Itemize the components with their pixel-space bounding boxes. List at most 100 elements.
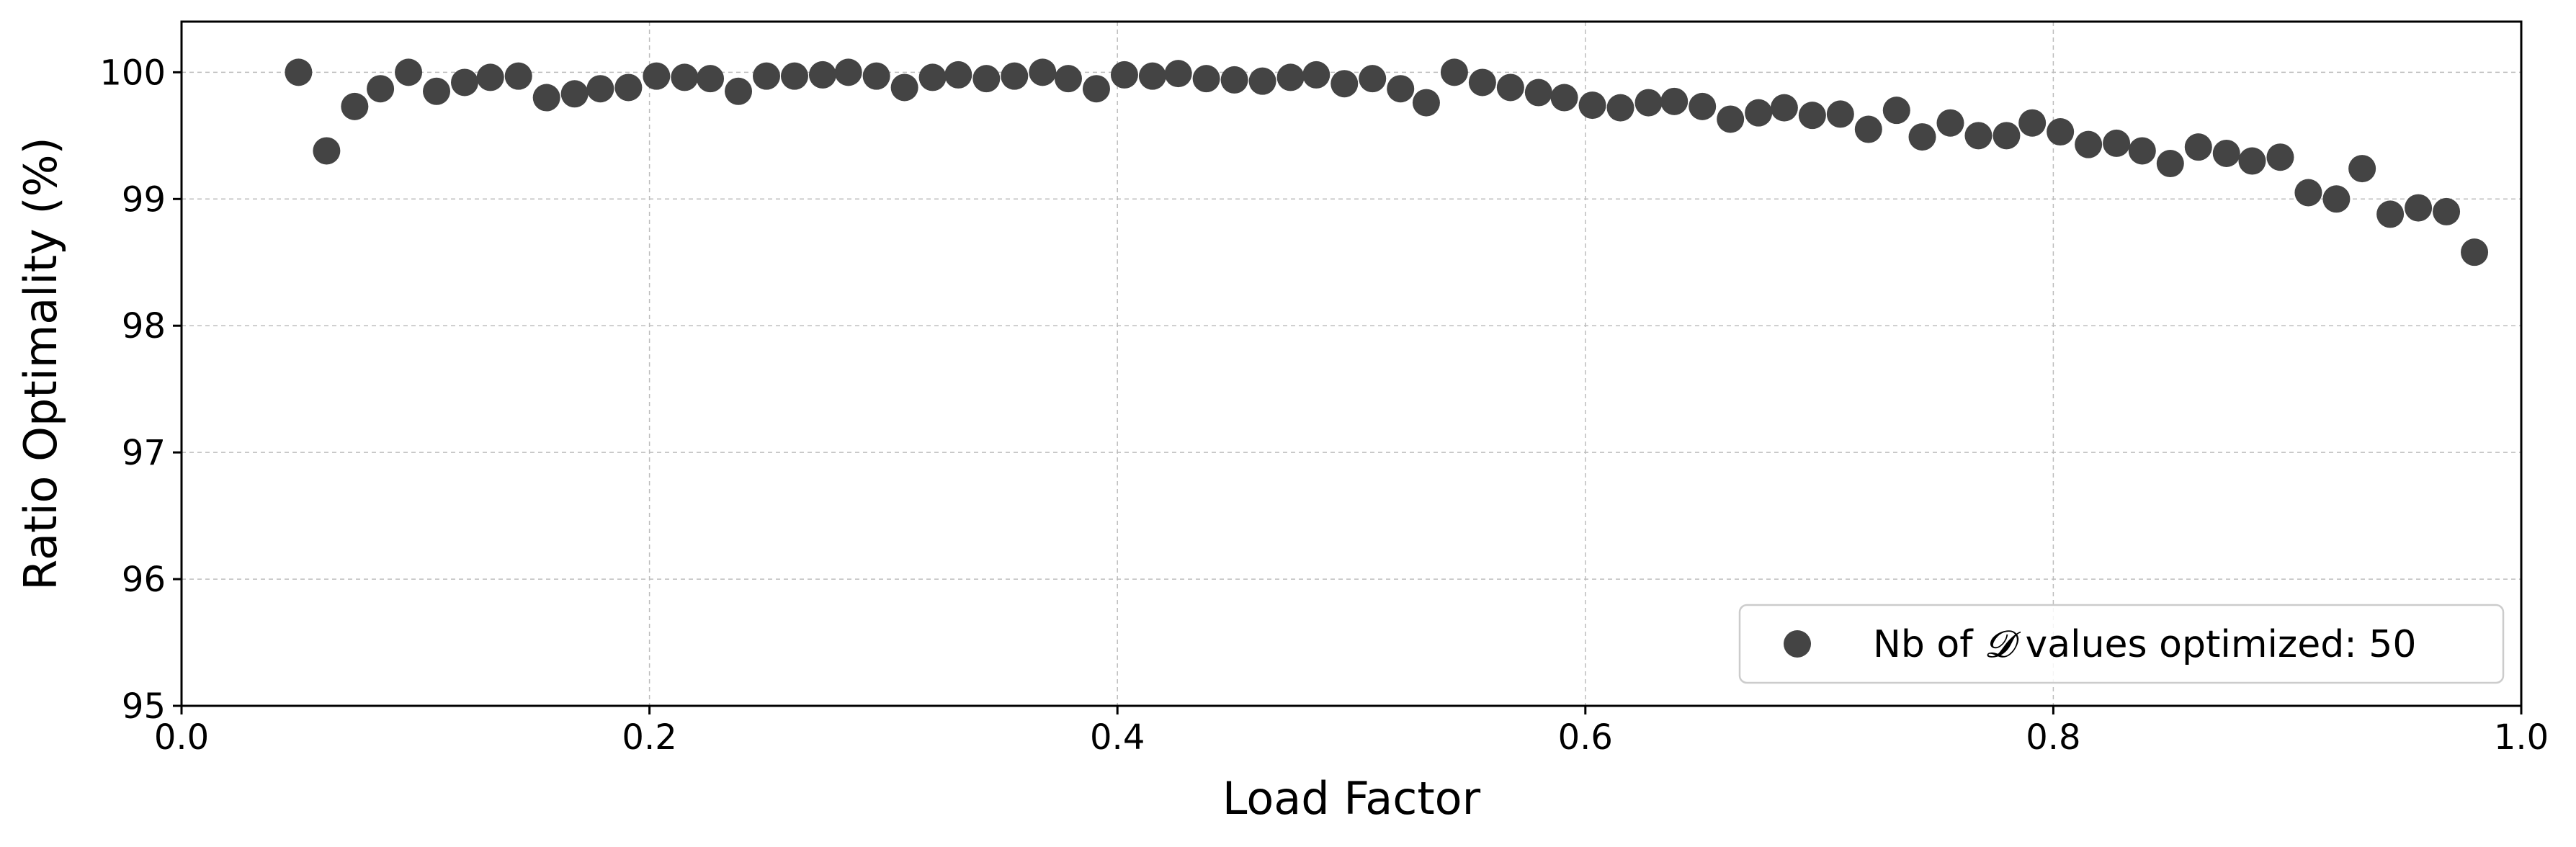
- data-point: [2266, 143, 2294, 171]
- data-point: [1964, 122, 1993, 150]
- data-point: [1029, 58, 1057, 86]
- x-axis-label: Load Factor: [1222, 772, 1481, 825]
- data-point: [313, 137, 341, 165]
- data-point: [1164, 60, 1192, 88]
- data-point: [1359, 65, 1387, 93]
- data-point: [1468, 68, 1496, 97]
- data-point: [1770, 94, 1798, 122]
- data-point: [2238, 147, 2266, 175]
- x-tick-label: 1.0: [2494, 717, 2549, 758]
- plot-frame: [180, 20, 2523, 707]
- y-tick-label: 98: [122, 306, 166, 346]
- data-point: [532, 84, 560, 112]
- legend-box: [1738, 604, 2505, 684]
- data-point: [918, 63, 947, 91]
- data-point: [1331, 70, 1359, 98]
- data-point: [1689, 92, 1717, 120]
- data-point: [2433, 197, 2461, 225]
- legend: Nb of 𝓓 values optimized: 50: [1738, 604, 2505, 684]
- legend-label-suffix: values optimized: 50: [2013, 623, 2416, 666]
- data-point: [1882, 97, 1910, 125]
- data-point: [862, 62, 890, 90]
- data-point: [1110, 60, 1138, 89]
- data-point: [367, 75, 395, 103]
- legend-marker: [1784, 630, 1811, 658]
- data-point: [2128, 137, 2156, 165]
- data-point: [2018, 109, 2047, 137]
- data-point: [1550, 84, 1578, 112]
- x-tick-label: 0.0: [154, 717, 209, 758]
- data-point: [2075, 130, 2103, 158]
- data-point: [341, 92, 369, 120]
- data-point: [1798, 102, 1826, 130]
- data-point: [2047, 118, 2075, 146]
- data-point: [1936, 109, 1964, 137]
- data-point: [2184, 133, 2212, 161]
- data-point: [1440, 58, 1468, 86]
- data-point: [2103, 129, 2131, 157]
- data-point: [2405, 194, 2433, 222]
- data-point: [1826, 100, 1854, 128]
- data-point: [2348, 155, 2376, 183]
- data-point: [395, 58, 423, 86]
- data-point: [504, 62, 532, 90]
- y-tick-label: 95: [122, 686, 166, 727]
- data-point: [285, 58, 313, 86]
- data-points: [285, 58, 2489, 266]
- legend-label: Nb of 𝓓 values optimized: 50: [1873, 623, 2416, 666]
- data-point: [643, 62, 671, 90]
- data-point: [753, 62, 780, 90]
- data-point: [1054, 65, 1082, 93]
- x-tick-label: 0.4: [1090, 717, 1145, 758]
- data-point: [808, 60, 836, 89]
- data-point: [1276, 63, 1305, 91]
- y-axis-label: Ratio Optimality (%): [14, 137, 67, 590]
- data-point: [1220, 66, 1248, 94]
- x-tick-label: 0.6: [1558, 717, 1613, 758]
- data-point: [614, 73, 643, 102]
- data-point: [586, 75, 614, 103]
- data-point: [1496, 73, 1524, 102]
- data-point: [834, 58, 862, 86]
- y-tick-label: 96: [122, 560, 166, 600]
- y-tick-label: 97: [122, 433, 166, 473]
- y-tick-label: 99: [122, 179, 166, 220]
- data-point: [1993, 122, 2021, 150]
- data-point: [972, 65, 1001, 93]
- data-point: [2376, 200, 2405, 228]
- data-point: [1192, 65, 1220, 93]
- data-point: [671, 63, 699, 91]
- data-point: [2156, 150, 2184, 178]
- data-point: [1854, 115, 1882, 143]
- data-point: [1634, 89, 1663, 117]
- data-point: [1082, 75, 1110, 103]
- data-point: [560, 80, 589, 108]
- x-tick-label: 0.2: [622, 717, 676, 758]
- data-point: [1606, 94, 1634, 122]
- data-point: [476, 63, 504, 91]
- data-point: [944, 60, 972, 89]
- data-point: [1248, 67, 1276, 95]
- data-point: [1001, 62, 1029, 90]
- data-point: [423, 77, 451, 105]
- data-point: [1578, 91, 1606, 120]
- data-point: [2461, 238, 2489, 266]
- y-tick-label: 100: [99, 53, 166, 93]
- data-point: [1908, 123, 1936, 151]
- axis-ticks: 0.0 0.2 0.4 0.6 0.8 1.0 95 96 97 98 99 100: [99, 53, 2549, 758]
- data-point: [1660, 87, 1689, 115]
- data-point: [1387, 75, 1415, 103]
- data-point: [2294, 179, 2322, 207]
- data-point: [1524, 79, 1552, 107]
- data-point: [1717, 105, 1745, 133]
- legend-label-prefix: Nb of: [1873, 623, 1985, 666]
- grid-lines: [181, 22, 2522, 707]
- data-point: [725, 77, 753, 105]
- data-point: [1745, 99, 1773, 127]
- data-point: [2322, 185, 2351, 213]
- data-point: [1302, 60, 1331, 89]
- data-point: [1412, 89, 1440, 117]
- data-point: [1138, 62, 1166, 90]
- x-tick-label: 0.8: [2026, 717, 2080, 758]
